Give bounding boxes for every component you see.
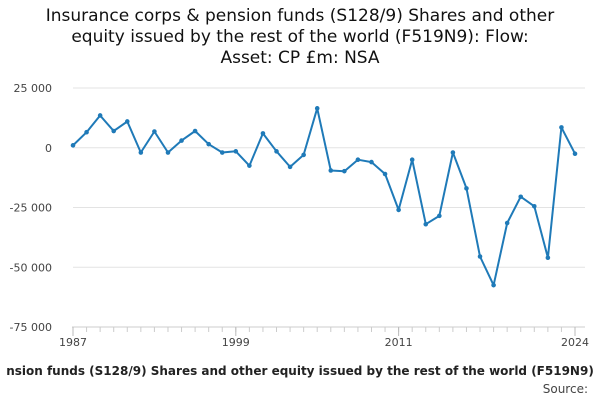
data-point <box>274 149 279 154</box>
data-point <box>450 150 456 155</box>
data-point <box>328 168 334 173</box>
y-tick-label: 0 <box>45 142 52 155</box>
data-point <box>179 138 184 143</box>
data-point <box>260 131 266 136</box>
chart-title-line-3: Asset: CP £m: NSA <box>220 48 380 68</box>
x-tick-label: 1987 <box>59 336 87 349</box>
data-point <box>409 157 415 162</box>
data-point <box>423 221 429 227</box>
y-tick-label: 25 000 <box>14 82 53 95</box>
data-point <box>70 143 76 148</box>
data-point <box>138 150 144 155</box>
data-point <box>219 150 225 155</box>
data-point <box>464 186 469 191</box>
data-point <box>369 159 374 165</box>
x-tick-labels: 1987 1999 2011 2024 <box>59 336 589 349</box>
data-point <box>355 157 361 162</box>
chart-title-line-1: Insurance corps & pension funds (S128/9)… <box>45 6 555 26</box>
data-point <box>247 163 252 168</box>
data-point <box>531 204 537 209</box>
data-point <box>165 150 171 155</box>
data-point <box>437 213 442 219</box>
y-tick-labels: 25 000 0 -25 000 -50 000 -75 000 <box>10 82 52 334</box>
x-tick-label: 1999 <box>222 336 250 349</box>
chart-title-line-2: equity issued by the rest of the world (… <box>71 27 529 47</box>
data-point <box>396 207 401 213</box>
data-point <box>301 152 306 158</box>
x-axis-label: nsion funds (S128/9) Shares and other eq… <box>0 364 600 382</box>
y-tick-label: -50 000 <box>10 261 52 274</box>
data-point <box>572 151 578 157</box>
x-tick-label: 2024 <box>561 336 589 349</box>
series-group <box>70 106 578 288</box>
data-point <box>545 255 551 260</box>
grid-lines <box>73 87 585 328</box>
data-point <box>124 119 130 124</box>
data-point <box>342 168 347 174</box>
data-point <box>97 113 103 118</box>
data-point <box>518 194 524 200</box>
axes <box>72 326 585 336</box>
x-tick-label: 2011 <box>385 336 413 349</box>
data-point <box>314 106 320 111</box>
data-point <box>491 282 496 288</box>
source-label: Source: <box>542 382 588 396</box>
chart-title: Insurance corps & pension funds (S128/9)… <box>0 6 600 69</box>
series-line-0 <box>72 107 576 287</box>
data-point <box>382 171 388 177</box>
data-point <box>287 164 293 170</box>
data-point <box>233 149 239 154</box>
x-axis-label-text: nsion funds (S128/9) Shares and other eq… <box>6 364 594 378</box>
y-tick-label: -25 000 <box>10 202 52 215</box>
data-point <box>84 129 89 135</box>
data-point <box>152 129 157 134</box>
data-point <box>504 220 510 226</box>
y-tick-label: -75 000 <box>10 321 52 334</box>
data-point <box>206 141 211 147</box>
data-point <box>477 254 483 259</box>
data-point <box>111 128 117 134</box>
data-point <box>192 128 198 134</box>
data-point <box>559 125 564 130</box>
